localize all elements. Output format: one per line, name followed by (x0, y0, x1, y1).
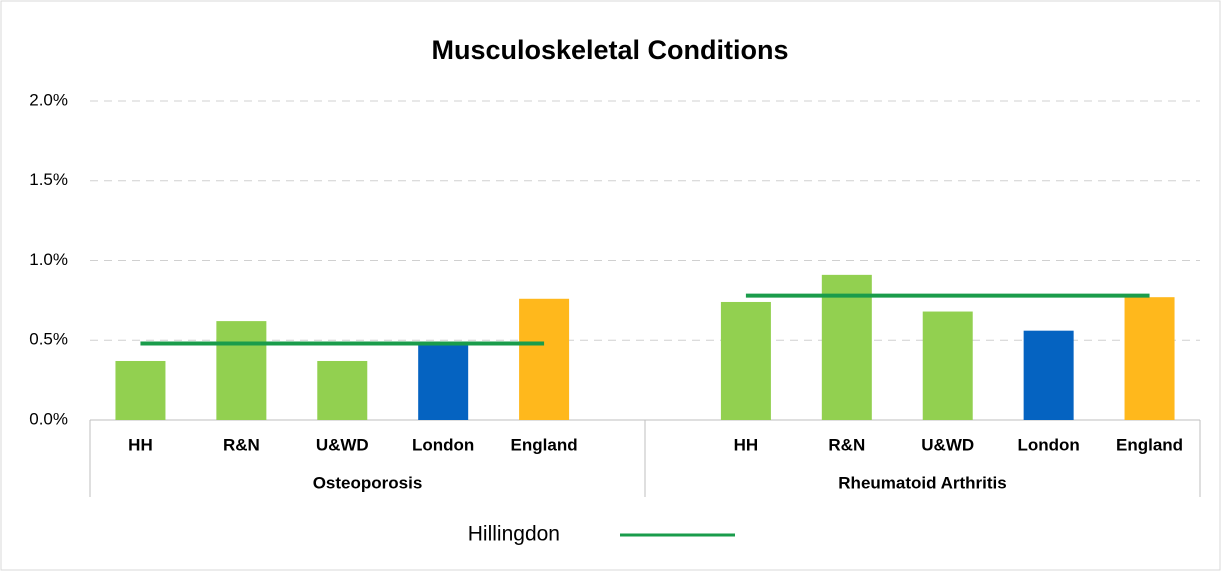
y-tick-label: 1.0% (29, 250, 68, 269)
x-tick-label: HH (128, 435, 153, 454)
bar (1124, 297, 1175, 420)
bar (115, 360, 166, 420)
bar (317, 360, 368, 420)
x-tick-label: R&N (223, 435, 260, 454)
bar (821, 274, 872, 420)
x-tick-label: London (1017, 435, 1079, 454)
bar (720, 301, 771, 420)
group-label: Rheumatoid Arthritis (838, 473, 1006, 492)
bar (216, 321, 267, 420)
bar (1023, 330, 1074, 420)
chart-title: Musculoskeletal Conditions (431, 35, 788, 65)
y-tick-label: 0.0% (29, 409, 68, 428)
group-label: Osteoporosis (313, 473, 423, 492)
y-tick-label: 1.5% (29, 170, 68, 189)
bar (418, 341, 469, 420)
y-tick-label: 2.0% (29, 90, 68, 109)
y-tick-label: 0.5% (29, 330, 68, 349)
x-tick-label: HH (734, 435, 759, 454)
x-tick-label: England (511, 435, 578, 454)
bar (519, 298, 570, 420)
legend-label: Hillingdon (468, 523, 560, 546)
bar (922, 311, 973, 420)
x-tick-label: R&N (828, 435, 865, 454)
x-tick-label: U&WD (316, 435, 369, 454)
x-tick-label: London (412, 435, 474, 454)
x-tick-label: England (1116, 435, 1183, 454)
x-tick-label: U&WD (921, 435, 974, 454)
